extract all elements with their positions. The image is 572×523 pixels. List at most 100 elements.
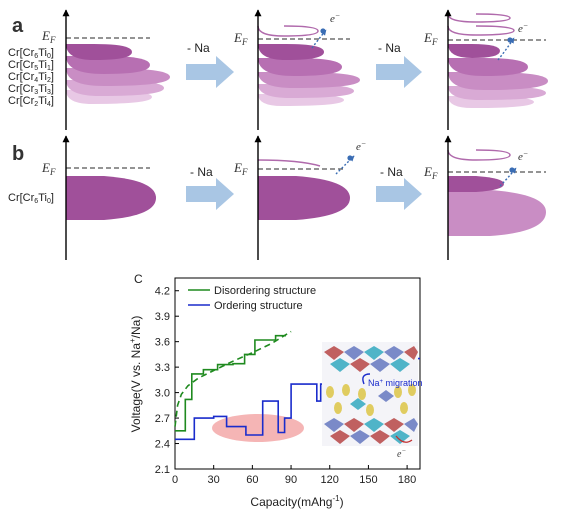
sodium-ion (400, 402, 408, 414)
electron-dot (509, 167, 515, 173)
x-tick-label: 0 (172, 474, 178, 486)
step-arrow-label: - Na (190, 165, 213, 179)
electron-dot (507, 37, 513, 43)
panel-a-diagram-1: EF Cr[Cr6Ti0] Cr[Cr5Ti1] Cr[Cr4Ti2] Cr[C… (8, 9, 170, 130)
electron-path (499, 167, 517, 187)
octahedron (330, 358, 350, 372)
level-label-5: Cr[Cr2Ti4] (8, 95, 54, 108)
octahedron (404, 346, 418, 360)
band (66, 176, 156, 220)
legend-label-disordering: Disordering structure (214, 285, 316, 297)
x-tick-label: 120 (321, 474, 339, 486)
legend: Disordering structure Ordering structure (188, 285, 316, 312)
x-tick-label: 30 (208, 474, 220, 486)
octahedron (364, 346, 384, 360)
band-level-2 (448, 58, 528, 76)
x-tick-label: 150 (359, 474, 377, 486)
level-labels: Cr[Cr6Ti0] Cr[Cr5Ti1] Cr[Cr4Ti2] Cr[Cr3T… (8, 47, 54, 108)
octahedron (370, 430, 390, 444)
y-tick-label: 3.0 (155, 388, 170, 400)
x-axis-title: Capacity(mAhg-1) (250, 494, 343, 509)
y-tick-label: 3.3 (155, 362, 170, 374)
band-level-3 (258, 72, 360, 88)
block-arrow (376, 178, 422, 210)
fermi-level-label: EF (233, 160, 248, 177)
step-arrow-label: - Na (187, 41, 210, 55)
panel-b-diagram-1: EF Cr[Cr6Ti0] (8, 135, 156, 260)
block-arrow (186, 56, 234, 88)
octahedron (384, 346, 404, 360)
octahedron (364, 418, 384, 432)
step-arrow-label: - Na (378, 41, 401, 55)
band-level-2 (66, 56, 150, 74)
disordering-series-line (175, 334, 286, 432)
inset-layer-top (324, 346, 418, 372)
emptied-band-outline (447, 25, 515, 36)
octahedron (378, 390, 394, 402)
step-arrow-a1: - Na (186, 41, 234, 88)
electron-label: e− (518, 21, 528, 35)
electron-label: e− (518, 149, 528, 163)
panel-label-a: a (12, 15, 24, 37)
emptied-band-outline (257, 25, 319, 37)
octahedron (384, 418, 404, 432)
step-arrow-b1: - Na (186, 165, 234, 210)
band-level-1 (258, 44, 324, 60)
octahedron (344, 346, 364, 360)
octahedron (350, 430, 370, 444)
band-lower (448, 190, 546, 236)
band-level-1 (66, 44, 132, 60)
band-level-4 (448, 86, 546, 100)
panel-label-c: C (134, 272, 143, 286)
emptied-band-outline (257, 159, 321, 167)
octahedron (390, 430, 410, 444)
y-tick-label: 2.4 (155, 439, 170, 451)
band-level-3 (448, 72, 548, 90)
level-label-1: Cr[Cr6Ti0] (8, 47, 54, 60)
y-axis-title: Voltage(V vs. Na+/Na) (128, 316, 143, 433)
highlight-ellipse (212, 414, 304, 442)
band (258, 176, 350, 220)
band-upper (448, 176, 504, 192)
crystal-structure-inset: Na+ migration e− (322, 342, 423, 460)
sodium-ion (334, 402, 342, 414)
octahedron (350, 358, 370, 372)
block-arrow (186, 178, 234, 210)
sodium-ion (408, 384, 416, 396)
migration-arrow (362, 373, 371, 385)
block-arrow (376, 56, 422, 88)
step-arrow-label: - Na (380, 165, 403, 179)
panel-a-diagram-3: EF e− (423, 9, 548, 130)
level-label: Cr[Cr6Ti0] (8, 192, 54, 205)
level-label-4: Cr[Cr3Ti3] (8, 83, 54, 96)
inset-layer-sodium (326, 384, 416, 416)
level-label-2: Cr[Cr5Ti1] (8, 59, 54, 72)
octahedron (324, 346, 344, 360)
plot-frame (174, 277, 421, 470)
fermi-level-label: EF (423, 30, 438, 47)
axis-ticks: 0 30 60 90 120 150 180 2.1 2.4 2.7 3.0 3.3 3.6 3.9 4.2 (155, 286, 417, 486)
legend-label-ordering: Ordering structure (214, 300, 303, 312)
octahedron (324, 418, 344, 432)
panel-a-diagram-2: EF e− (233, 9, 360, 130)
band-level-2 (258, 58, 342, 76)
electron-dot (320, 28, 326, 34)
sodium-ion (326, 386, 334, 398)
inset-layer-bottom (324, 418, 418, 444)
band-level-4 (258, 84, 354, 98)
panel-label-b: b (12, 143, 24, 165)
inset-electron-arc (395, 435, 413, 443)
octahedron (330, 430, 350, 444)
y-tick-label: 4.2 (155, 286, 170, 298)
emptied-band-outline (447, 13, 511, 23)
step-arrow-b2: - Na (376, 165, 422, 210)
electron-path (335, 155, 355, 175)
inset-electron-label: e− (397, 447, 406, 460)
sodium-ion (366, 404, 374, 416)
x-tick-label: 180 (398, 474, 416, 486)
electron-path (497, 37, 515, 61)
step-arrow-a2: - Na (376, 41, 422, 88)
panel-b-diagram-2: EF e− (233, 135, 366, 260)
sodium-ion (394, 386, 402, 398)
panel-b-diagram-3: EF e− (423, 135, 546, 260)
